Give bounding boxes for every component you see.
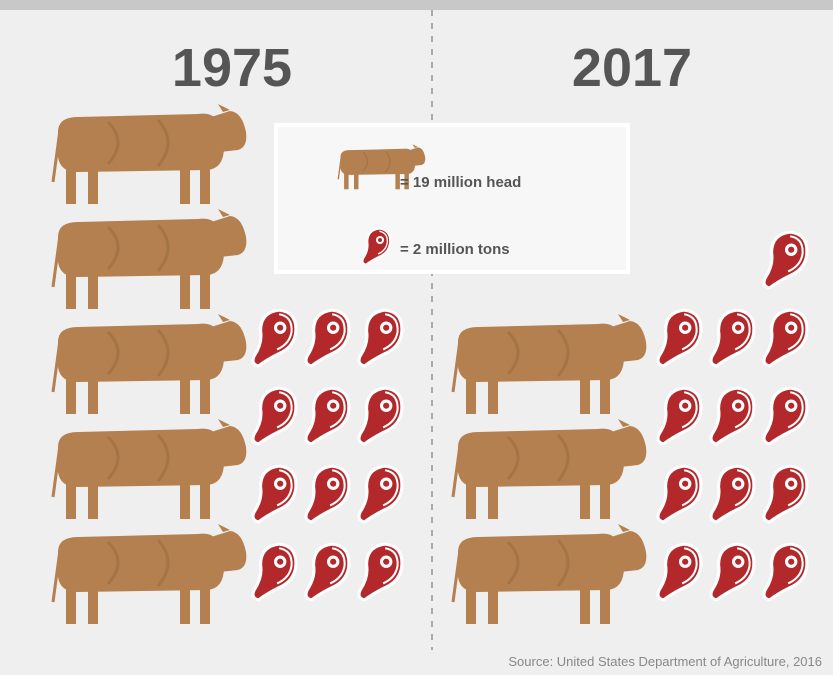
year-label: 2017: [572, 38, 692, 98]
source: Source: United States Department of Agri…: [508, 654, 822, 669]
top-bar: [0, 0, 833, 10]
year-label: 1975: [172, 38, 292, 98]
legend-label: = 19 million head: [400, 174, 521, 191]
page: 1975 2017 = 19 million head = 2 million …: [0, 0, 833, 675]
chart: 1975 2017 = 19 million head = 2 million …: [0, 0, 833, 675]
cow-group: [453, 314, 646, 624]
legend-label: = 2 million tons: [400, 241, 510, 258]
